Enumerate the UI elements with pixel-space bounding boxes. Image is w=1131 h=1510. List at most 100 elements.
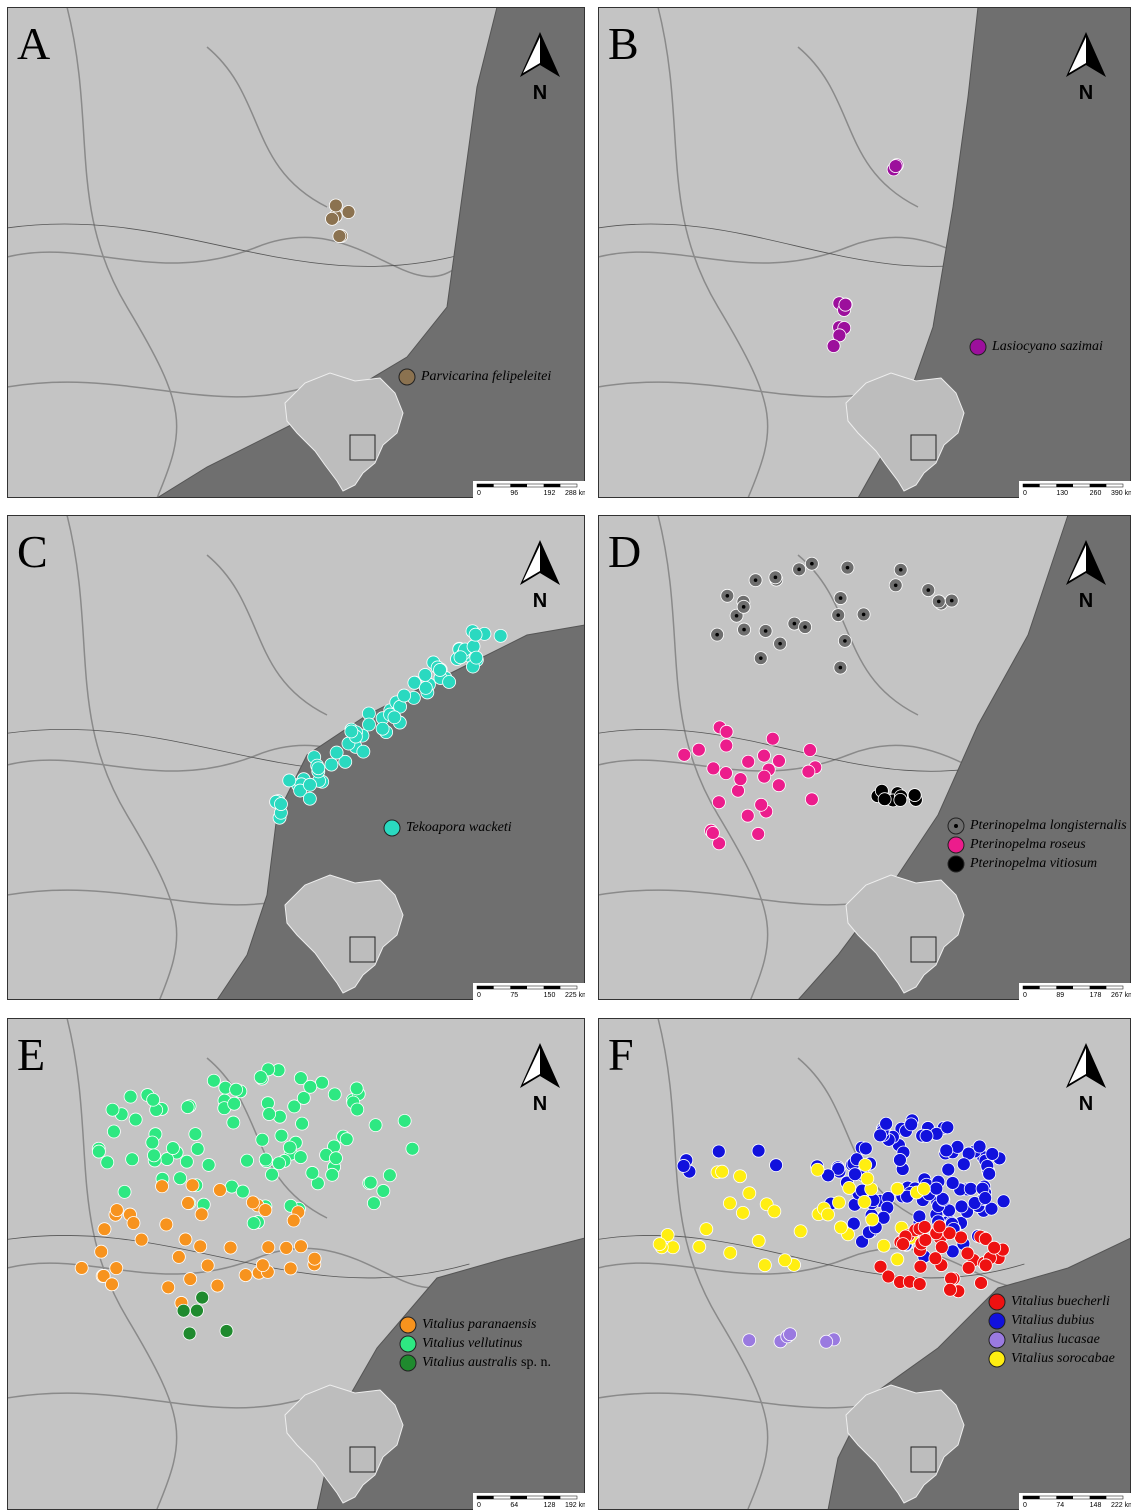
occurrence-dot xyxy=(877,1239,890,1252)
legend-label: Parvicarina felipeleitei xyxy=(420,369,551,384)
occurrence-dot xyxy=(274,798,287,811)
legend-swatch xyxy=(384,820,400,836)
occurrence-dot xyxy=(194,1240,207,1253)
occurrence-dot xyxy=(160,1218,173,1231)
dot-center xyxy=(774,576,778,580)
scale-label: 150 xyxy=(544,992,556,999)
occurrence-dot xyxy=(973,1140,986,1153)
occurrence-dot xyxy=(287,1214,300,1227)
occurrence-dot xyxy=(834,1221,847,1234)
occurrence-dot xyxy=(878,793,891,806)
dot-center xyxy=(778,642,782,646)
occurrence-dot xyxy=(653,1238,666,1251)
occurrence-dot xyxy=(794,1225,807,1238)
occurrence-dot xyxy=(345,725,358,738)
occurrence-dot xyxy=(897,1238,910,1251)
scale-label: 148 xyxy=(1090,1502,1102,1509)
occurrence-dot xyxy=(294,1151,307,1164)
dot-center xyxy=(843,639,847,643)
occurrence-dot xyxy=(997,1195,1010,1208)
occurrence-dot xyxy=(195,1208,208,1221)
occurrence-dot xyxy=(228,1097,241,1110)
occurrence-dot xyxy=(470,651,483,664)
legend-swatch xyxy=(400,1317,416,1333)
occurrence-dot xyxy=(752,1144,765,1157)
scale-seg xyxy=(510,1496,527,1499)
dot-center xyxy=(862,613,866,617)
occurrence-dot xyxy=(259,1204,272,1217)
occurrence-dot xyxy=(172,1250,185,1263)
scale-label: 225 km xyxy=(565,992,588,999)
occurrence-dot xyxy=(283,774,296,787)
occurrence-dot xyxy=(719,767,732,780)
species-name: Pterinopelma roseus xyxy=(969,837,1086,852)
occurrence-dot xyxy=(770,1159,783,1172)
legend-label: Lasiocyano sazimai xyxy=(991,339,1103,354)
dot-center xyxy=(715,633,719,637)
occurrence-dot xyxy=(443,675,456,688)
occurrence-dot xyxy=(843,1181,856,1194)
occurrence-dot xyxy=(283,1141,296,1154)
panel-label: F xyxy=(608,1029,634,1080)
dot-center xyxy=(899,568,903,572)
occurrence-dot xyxy=(110,1262,123,1275)
dot-center xyxy=(797,568,801,572)
species-name: Lasiocyano sazimai xyxy=(991,339,1103,354)
occurrence-dot xyxy=(126,1153,139,1166)
occurrence-dot xyxy=(75,1261,88,1274)
scale-seg xyxy=(544,986,561,989)
occurrence-dot xyxy=(866,1213,879,1226)
map-panel: ENVitalius paranaensisVitalius vellutinu… xyxy=(7,1018,588,1510)
occurrence-dot xyxy=(351,1103,364,1116)
occurrence-dot xyxy=(955,1231,968,1244)
legend-label: Vitalius vellutinus xyxy=(422,1336,523,1351)
occurrence-dot xyxy=(383,1169,396,1182)
dot-center xyxy=(839,666,843,670)
occurrence-dot xyxy=(189,1128,202,1141)
occurrence-dot xyxy=(914,1260,927,1273)
occurrence-dot xyxy=(752,827,765,840)
legend-swatch xyxy=(948,837,964,853)
occurrence-dot xyxy=(804,744,817,757)
occurrence-dot xyxy=(706,826,719,839)
occurrence-dot xyxy=(107,1125,120,1138)
dot-center xyxy=(764,629,768,633)
occurrence-dot xyxy=(227,1116,240,1129)
occurrence-dot xyxy=(377,1184,390,1197)
occurrence-dot xyxy=(316,1076,329,1089)
legend-swatch xyxy=(970,339,986,355)
legend-label: Vitalius sorocabae xyxy=(1011,1351,1115,1366)
occurrence-dot xyxy=(362,718,375,731)
occurrence-dot xyxy=(988,1241,1001,1254)
occurrence-dot xyxy=(736,1206,749,1219)
occurrence-dot xyxy=(882,1270,895,1283)
occurrence-dot xyxy=(891,1182,904,1195)
occurrence-dot xyxy=(201,1259,214,1272)
occurrence-dot xyxy=(398,1114,411,1127)
occurrence-dot xyxy=(98,1223,111,1236)
dot-center xyxy=(926,588,930,592)
occurrence-dot xyxy=(236,1185,249,1198)
scale-label: 0 xyxy=(477,992,481,999)
scale-seg xyxy=(1023,1496,1040,1499)
occurrence-dot xyxy=(230,1083,243,1096)
occurrence-dot xyxy=(183,1327,196,1340)
north-label: N xyxy=(533,82,547,104)
occurrence-dot xyxy=(202,1158,215,1171)
scale-seg xyxy=(1056,986,1073,989)
occurrence-dot xyxy=(239,1269,252,1282)
occurrence-dot xyxy=(778,1254,791,1267)
panel-label: B xyxy=(608,18,639,69)
occurrence-dot xyxy=(179,1233,192,1246)
scale-label: 222 km xyxy=(1111,1502,1131,1509)
species-name: Vitalius vellutinus xyxy=(422,1336,523,1351)
occurrence-dot xyxy=(811,1163,824,1176)
occurrence-dot xyxy=(147,1149,160,1162)
occurrence-dot xyxy=(326,212,339,225)
scale-label: 0 xyxy=(1023,490,1027,497)
occurrence-dot xyxy=(712,1145,725,1158)
occurrence-dot xyxy=(469,628,482,641)
occurrence-dot xyxy=(135,1233,148,1246)
occurrence-dot xyxy=(820,1335,833,1348)
